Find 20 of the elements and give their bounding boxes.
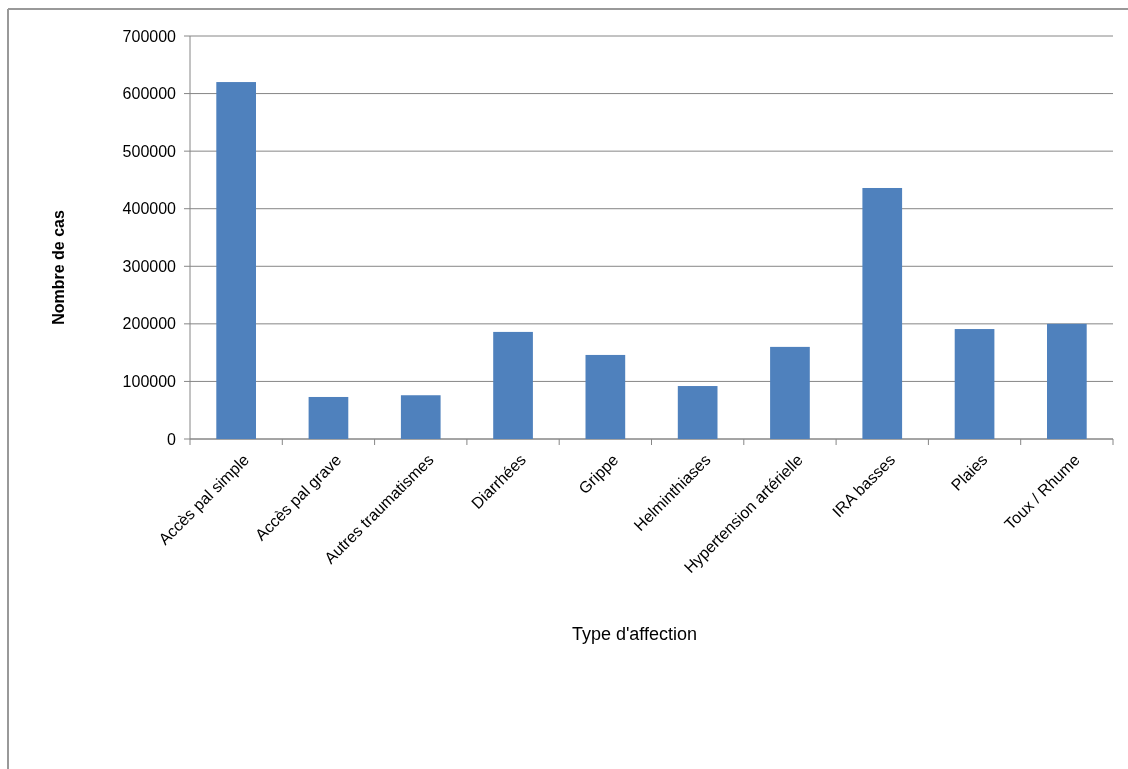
- bar: [770, 346, 810, 439]
- y-tick-label: 200000: [122, 315, 177, 333]
- bar: [585, 354, 626, 439]
- y-axis-title: Nombre de cas: [50, 210, 67, 325]
- bar: [677, 386, 718, 439]
- y-tick-label: 0: [167, 430, 177, 448]
- bar: [1047, 323, 1087, 439]
- x-axis-title: Type d'affection: [571, 624, 698, 644]
- bar: [862, 187, 903, 439]
- y-tick-label: 500000: [122, 142, 177, 160]
- y-tick-label: 700000: [122, 27, 177, 45]
- bar: [493, 331, 533, 439]
- bar: [216, 82, 256, 439]
- y-tick-label: 300000: [122, 257, 177, 275]
- bar: [400, 395, 441, 439]
- y-tick-label: 400000: [122, 200, 177, 218]
- y-tick-label: 100000: [122, 373, 177, 391]
- bar: [954, 329, 995, 439]
- bar: [308, 396, 349, 439]
- y-tick-label: 600000: [122, 85, 177, 103]
